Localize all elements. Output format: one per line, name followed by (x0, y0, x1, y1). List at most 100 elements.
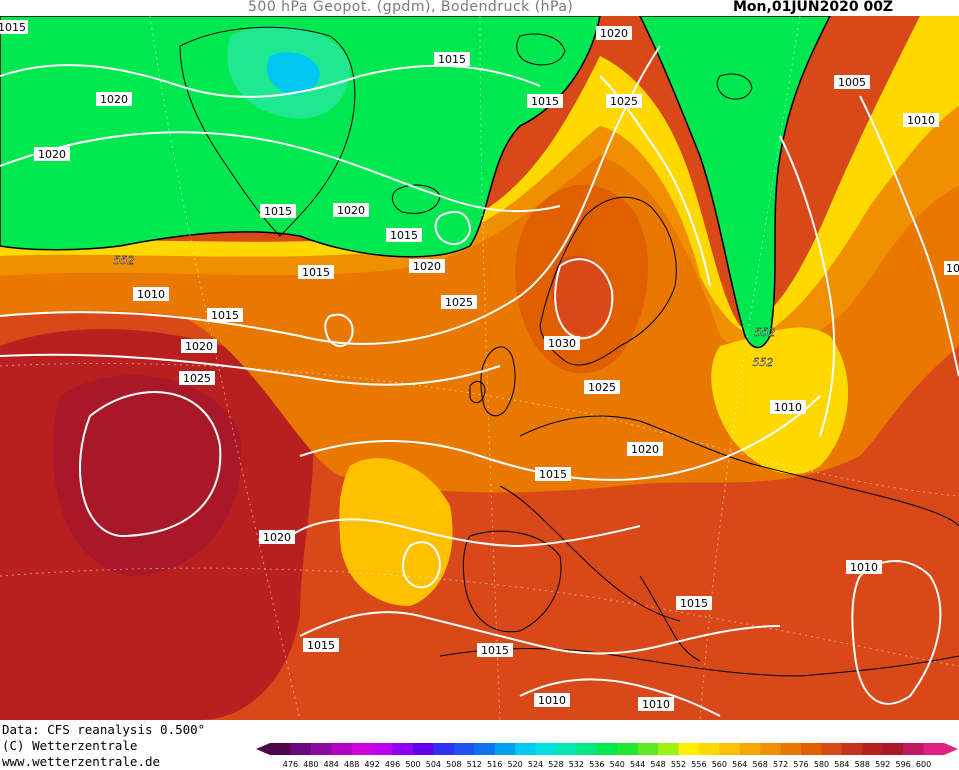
legend-tick-label: 572 (773, 760, 788, 769)
isobar-label: 1010 (770, 400, 806, 414)
legend-tick-label: 520 (507, 760, 522, 769)
isobar-label: 1015 (676, 596, 712, 610)
legend-swatch (453, 743, 475, 755)
isobar-label: 1020 (596, 26, 632, 40)
legend-tick-label: 544 (630, 760, 645, 769)
svg-text:1010: 1010 (538, 694, 566, 707)
legend-tick-label: 504 (426, 760, 441, 769)
svg-text:1010: 1010 (642, 698, 670, 711)
isobar-label: 1020 (627, 442, 663, 456)
legend-tick-label: 584 (834, 760, 849, 769)
legend-swatch (637, 743, 659, 755)
copyright-text: (C) Wetterzentrale (2, 738, 138, 753)
isobar-label: 1020 (409, 259, 445, 273)
legend-swatch (555, 743, 577, 755)
svg-text:1025: 1025 (588, 381, 616, 394)
svg-text:1020: 1020 (631, 443, 659, 456)
svg-text:1020: 1020 (413, 260, 441, 273)
legend-tick-label: 592 (875, 760, 890, 769)
isobar-label: 1010 (903, 113, 939, 127)
isobar-label: 1025 (606, 94, 642, 108)
legend-tick-label: 536 (589, 760, 604, 769)
weather-map: 1015 1020 1015 1020 1015 1025 1005 1010 … (0, 16, 959, 720)
legend-tick-label: 600 (916, 760, 931, 769)
legend-swatch (351, 743, 373, 755)
legend-swatch (474, 743, 496, 755)
legend-swatch (739, 743, 761, 755)
legend-swatch (392, 743, 414, 755)
legend-arrow-left (256, 743, 270, 755)
graticule (0, 16, 959, 720)
isobar-label: 1015 (303, 638, 339, 652)
isobar-label: 1015 (434, 52, 470, 66)
legend-swatches (256, 743, 958, 755)
isobar-label: 1030 (544, 336, 580, 350)
legend-tick-label: 476 (283, 760, 298, 769)
isobar-label: 1015 (0, 20, 28, 34)
legend-tick-label: 580 (814, 760, 829, 769)
color-legend: 476 480 484 488 492 496 500 504 508 512 516 520 524 5… (256, 743, 958, 769)
legend-tick-label: 564 (732, 760, 747, 769)
isobar-label: 1020 (181, 339, 217, 353)
svg-text:1015: 1015 (264, 205, 292, 218)
svg-text:1015: 1015 (539, 468, 567, 481)
svg-text:1015: 1015 (680, 597, 708, 610)
isobar-label: 1015 (477, 643, 513, 657)
isobar-labels: 1015 1020 1015 1020 1015 1025 1005 1010 … (0, 20, 959, 711)
isobar-label: 1015 (260, 204, 296, 218)
legend-swatch (821, 743, 843, 755)
legend-tick-label: 488 (344, 760, 359, 769)
svg-text:1025: 1025 (445, 296, 473, 309)
legend-swatch (862, 743, 884, 755)
legend-swatch (290, 743, 312, 755)
legend-tick-label: 540 (610, 760, 625, 769)
isobar-label: 1010 (944, 261, 959, 275)
scandinavia-core-field (551, 255, 611, 336)
legend-swatch (433, 743, 455, 755)
isobar-label: 1010 (133, 287, 169, 301)
legend-swatch (270, 743, 291, 755)
legend-swatch (923, 743, 945, 755)
legend-tick-label: 508 (446, 760, 461, 769)
svg-text:1010: 1010 (946, 262, 959, 275)
legend-swatch (882, 743, 904, 755)
legend-tick-label: 512 (467, 760, 482, 769)
legend-swatch (412, 743, 434, 755)
svg-text:1020: 1020 (185, 340, 213, 353)
isobars (0, 45, 959, 717)
legend-tick-label: 588 (855, 760, 870, 769)
greenland-core-field (266, 52, 320, 95)
svg-text:1010: 1010 (774, 401, 802, 414)
svg-text:1020: 1020 (600, 27, 628, 40)
legend-swatch (535, 743, 557, 755)
legend-arrow-right (944, 743, 958, 755)
map-title: 500 hPa Geopot. (gpdm), Bodendruck (hPa) (248, 0, 574, 15)
isobar-label: 1010 (846, 560, 882, 574)
legend-swatch (515, 743, 537, 755)
isobar-label: 1025 (584, 380, 620, 394)
legend-tick-label: 500 (405, 760, 420, 769)
legend-tick-label: 492 (364, 760, 379, 769)
legend-swatch (576, 743, 598, 755)
svg-text:1010: 1010 (850, 561, 878, 574)
legend-tick-label: 548 (650, 760, 665, 769)
legend-swatch (494, 743, 516, 755)
svg-text:1015: 1015 (0, 21, 26, 34)
isobar-label: 1025 (441, 295, 477, 309)
isobar-label: 1020 (96, 92, 132, 106)
isobar-label: 1015 (386, 228, 422, 242)
legend-tick-label: 516 (487, 760, 502, 769)
eastern-trough-field (639, 16, 831, 349)
legend-tick-label: 560 (712, 760, 727, 769)
legend-tick-label: 532 (569, 760, 584, 769)
coastlines (179, 26, 959, 677)
svg-text:1010: 1010 (907, 114, 935, 127)
svg-text:1020: 1020 (263, 531, 291, 544)
isobar-label: 1020 (333, 203, 369, 217)
biscay-yellow-field (339, 458, 453, 606)
legend-swatch (372, 743, 394, 755)
legend-swatch (658, 743, 679, 755)
geopotential-label: 552 (754, 326, 775, 339)
svg-text:1015: 1015 (390, 229, 418, 242)
geopotential-label: 552 (113, 254, 134, 267)
